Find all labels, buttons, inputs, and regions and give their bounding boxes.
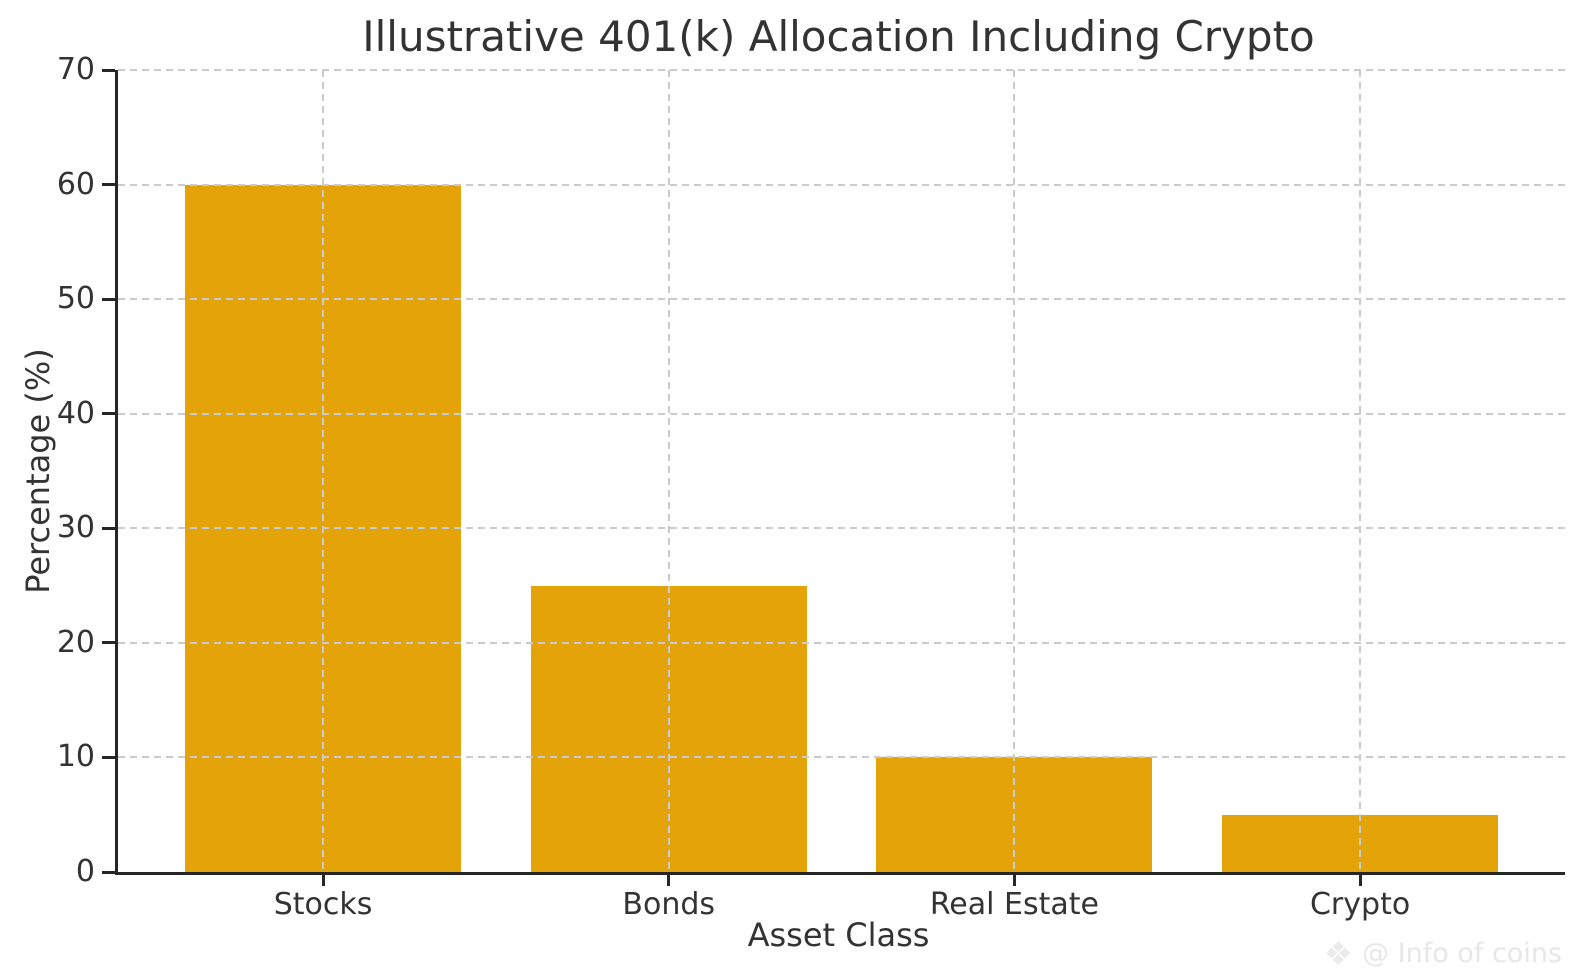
y-tick-label-20: 20 [56, 624, 95, 660]
watermark: ❖ @ Info of coins [1323, 937, 1562, 970]
gridline-h-70 [118, 69, 1565, 71]
x-axis-label: Asset Class [747, 916, 930, 954]
y-tick-mark-20 [102, 641, 115, 645]
x-tick-label-bonds: Bonds [622, 887, 716, 922]
x-tick-label-real-estate: Real Estate [929, 887, 1099, 922]
gridline-v-stocks [322, 70, 325, 872]
y-tick-label-70: 70 [56, 52, 95, 87]
y-axis-label: Percentage (%) [19, 348, 57, 594]
gridline-v-bonds [667, 70, 670, 872]
watermark-text: @ Info of coins [1362, 938, 1562, 969]
chart-title: Illustrative 401(k) Allocation Including… [362, 12, 1315, 61]
x-tick-label-stocks: Stocks [273, 887, 373, 922]
x-tick-mark-bonds [667, 875, 671, 886]
gridline-h-40 [118, 412, 1565, 415]
y-tick-label-30: 30 [56, 510, 95, 546]
y-tick-mark-60 [102, 183, 115, 187]
gridline-h-10 [118, 756, 1565, 759]
y-tick-label-10: 10 [56, 739, 95, 775]
gridline-v-real-estate [1013, 70, 1016, 872]
gridline-h-30 [118, 527, 1565, 530]
y-tick-label-50: 50 [56, 281, 95, 317]
y-tick-mark-0 [102, 870, 115, 874]
gridline-h-60 [118, 183, 1565, 186]
y-tick-mark-70 [102, 68, 115, 72]
gridline-v-crypto [1359, 70, 1362, 872]
y-tick-mark-30 [102, 526, 115, 530]
y-tick-mark-10 [102, 755, 115, 759]
y-tick-label-0: 0 [75, 854, 95, 889]
x-tick-mark-crypto [1358, 875, 1362, 886]
x-tick-mark-stocks [321, 875, 325, 886]
gridline-h-20 [118, 641, 1565, 644]
gridline-h-50 [118, 298, 1565, 301]
y-tick-label-40: 40 [56, 395, 95, 431]
y-tick-mark-50 [102, 297, 115, 301]
y-tick-label-60: 60 [56, 166, 95, 202]
x-tick-mark-real-estate [1012, 875, 1016, 886]
x-tick-label-crypto: Crypto [1309, 887, 1411, 922]
y-tick-mark-40 [102, 412, 115, 416]
diamond-logo-icon: ❖ [1323, 934, 1354, 973]
plot-area: 0 10 20 30 40 50 60 70 Stocks Bonds Real Estate Cry… [57, 52, 1565, 922]
